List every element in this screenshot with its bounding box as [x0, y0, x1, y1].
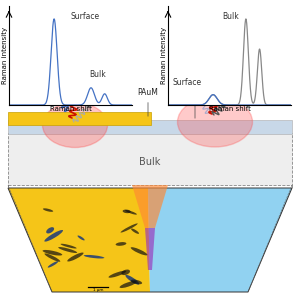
Text: PAuM: PAuM	[138, 88, 158, 116]
Ellipse shape	[121, 269, 130, 275]
Ellipse shape	[131, 280, 142, 284]
Text: Bulk: Bulk	[89, 70, 106, 79]
Text: 1 μm: 1 μm	[93, 288, 103, 292]
Bar	[8, 112, 151, 125]
Ellipse shape	[43, 103, 107, 148]
Polygon shape	[0, 105, 300, 185]
Ellipse shape	[123, 210, 131, 213]
X-axis label: Raman shift: Raman shift	[50, 106, 92, 112]
Ellipse shape	[131, 247, 147, 255]
Y-axis label: Raman intensity: Raman intensity	[160, 27, 166, 84]
Ellipse shape	[131, 229, 139, 234]
Ellipse shape	[58, 247, 77, 253]
Ellipse shape	[120, 281, 136, 288]
Bar	[8, 133, 292, 185]
Polygon shape	[8, 188, 150, 292]
Y-axis label: Raman intensity: Raman intensity	[2, 27, 8, 84]
X-axis label: Raman shift: Raman shift	[208, 106, 250, 112]
Ellipse shape	[43, 250, 62, 256]
Ellipse shape	[61, 244, 76, 248]
Ellipse shape	[109, 271, 126, 278]
Text: Bulk: Bulk	[139, 157, 161, 167]
Ellipse shape	[44, 254, 60, 262]
Ellipse shape	[46, 227, 54, 233]
Ellipse shape	[84, 255, 104, 259]
Ellipse shape	[116, 242, 126, 246]
Bar	[8, 120, 292, 134]
Text: Surface: Surface	[180, 88, 210, 118]
Ellipse shape	[125, 210, 137, 214]
Ellipse shape	[178, 97, 253, 147]
Polygon shape	[132, 185, 168, 228]
Text: Surface: Surface	[70, 12, 100, 21]
Ellipse shape	[43, 208, 53, 212]
Polygon shape	[145, 228, 155, 270]
Ellipse shape	[67, 253, 84, 262]
Polygon shape	[148, 188, 292, 292]
Ellipse shape	[48, 261, 58, 268]
Text: Bulk: Bulk	[222, 12, 239, 21]
Ellipse shape	[44, 230, 63, 242]
Ellipse shape	[125, 275, 139, 285]
Ellipse shape	[121, 224, 138, 232]
Ellipse shape	[77, 236, 85, 240]
Polygon shape	[148, 188, 292, 292]
Text: Surface: Surface	[173, 78, 202, 87]
